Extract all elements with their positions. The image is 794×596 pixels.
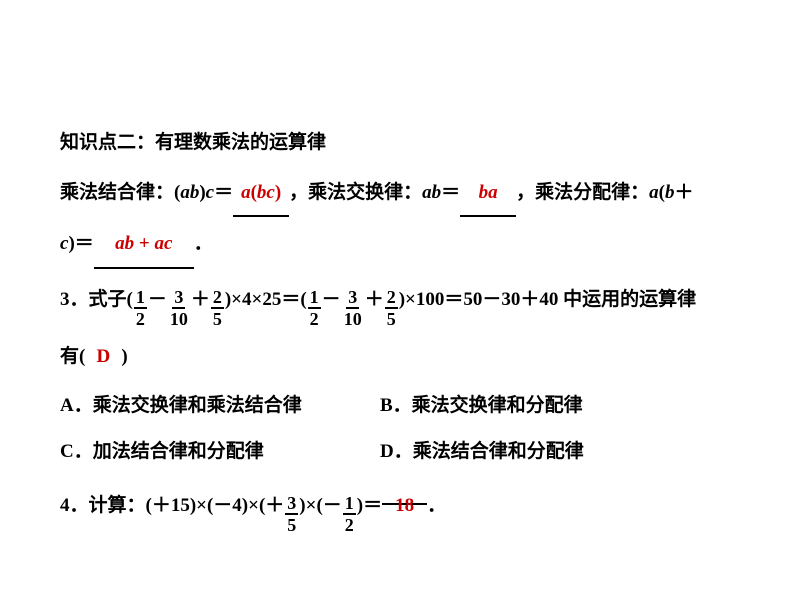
q4-line: 4．计算：(＋15)×(－4)×(＋ 35 )×(－ 12 )＝ 18 ． <box>60 483 734 536</box>
choices-row-2: C．加法结合律和分配律 D．乘法结合律和分配律 <box>60 429 734 475</box>
q3-answer-slot: D <box>85 334 121 380</box>
frac-3-5: 35 <box>285 494 298 534</box>
plus-2: ＋ <box>365 277 384 323</box>
law3-plus: ＋ <box>675 170 694 216</box>
frac-den: 10 <box>342 309 364 328</box>
frac-num: 3 <box>172 288 185 309</box>
law2-eq: ＝ <box>441 170 460 216</box>
frac-3-10-b: 310 <box>342 288 364 328</box>
law1-eq: ＝ <box>214 170 233 216</box>
frac-num: 3 <box>346 288 359 309</box>
frac-2-5-b: 25 <box>385 288 398 328</box>
law3-lhs-a: a <box>649 170 659 216</box>
frac-num: 1 <box>343 494 356 515</box>
frac-1-2-b: 12 <box>308 288 321 328</box>
frac-1-2-c: 12 <box>343 494 356 534</box>
frac-den: 5 <box>385 309 398 328</box>
law3-eq: ＝ <box>75 221 94 267</box>
q4-ans: 18 <box>395 495 414 516</box>
law2-ans: ba <box>479 182 498 203</box>
q3-line-1: 3．式子( 12 － 310 ＋ 25 )×4×25＝( 12 － 310 ＋ … <box>60 277 734 330</box>
section-title: 知识点二：有理数乘法的运算律 <box>60 120 734 166</box>
frac-den: 10 <box>168 309 190 328</box>
frac-den: 2 <box>308 309 321 328</box>
frac-den: 2 <box>343 515 356 534</box>
law3-lhs-b: b <box>665 170 675 216</box>
minus-1: － <box>148 277 167 323</box>
option-a: A．乘法交换律和乘法结合律 <box>60 383 320 429</box>
q4-suffix: )＝ <box>357 483 382 529</box>
laws-line-2: c ) ＝ ab + ac ． <box>60 221 734 269</box>
law1-ans-close: ) <box>275 182 281 203</box>
frac-2-5-a: 25 <box>211 288 224 328</box>
title-text: 知识点二：有理数乘法的运算律 <box>60 120 326 166</box>
frac-num: 1 <box>134 288 147 309</box>
option-b: B．乘法交换律和分配律 <box>380 383 640 429</box>
law3-ans-plus: + <box>134 233 154 254</box>
q3-mid2: )×100＝50－30＋40 中运用的运算律 <box>399 277 696 323</box>
law3-ans-ab: ab <box>115 233 134 254</box>
frac-1-2-a: 12 <box>134 288 147 328</box>
q4-mid: )×(－ <box>299 483 341 529</box>
q3-line2-prefix: 有( <box>60 334 85 380</box>
minus-2: － <box>322 277 341 323</box>
frac-den: 5 <box>285 515 298 534</box>
law2-lhs: ab <box>422 170 441 216</box>
q3-label: 3．式子( <box>60 277 133 323</box>
frac-3-10-a: 310 <box>168 288 190 328</box>
q3-ans: D <box>96 346 110 367</box>
q4-prefix: 4．计算：(＋15)×(－4)×(＋ <box>60 483 284 529</box>
law1-lhs-c: c <box>206 170 214 216</box>
option-c: C．加法结合律和分配律 <box>60 429 320 475</box>
frac-den: 2 <box>134 309 147 328</box>
law2-prefix: ，乘法交换律： <box>289 170 422 216</box>
q3-line2-suffix: ) <box>121 334 127 380</box>
q4-blank: 18 <box>382 483 427 506</box>
law2-blank: ba <box>460 170 516 218</box>
law1-blank: a(bc) <box>233 170 289 218</box>
law1-prefix: 乘法结合律： <box>60 170 174 216</box>
frac-num: 1 <box>308 288 321 309</box>
law3-period: ． <box>194 221 213 267</box>
law3-ans-ac: ac <box>154 233 172 254</box>
law3-blank: ab + ac <box>94 221 194 269</box>
q3-line-2: 有( D ) <box>60 334 734 380</box>
frac-num: 2 <box>385 288 398 309</box>
frac-num: 2 <box>211 288 224 309</box>
law1-lhs-ab: ab <box>180 170 199 216</box>
law1-ans-a: a <box>241 182 251 203</box>
law1-ans-bc: bc <box>257 182 275 203</box>
plus-1: ＋ <box>191 277 210 323</box>
law3-prefix: ，乘法分配律： <box>516 170 649 216</box>
option-d: D．乘法结合律和分配律 <box>380 429 640 475</box>
frac-num: 3 <box>285 494 298 515</box>
law3-lhs-c: c <box>60 221 68 267</box>
laws-line-1: 乘法结合律： ( ab ) c ＝ a(bc) ，乘法交换律： ab ＝ ba … <box>60 170 734 218</box>
q4-period: ． <box>427 483 446 529</box>
choices-row-1: A．乘法交换律和乘法结合律 B．乘法交换律和分配律 <box>60 383 734 429</box>
q3-mid1: )×4×25＝( <box>225 277 307 323</box>
frac-den: 5 <box>211 309 224 328</box>
